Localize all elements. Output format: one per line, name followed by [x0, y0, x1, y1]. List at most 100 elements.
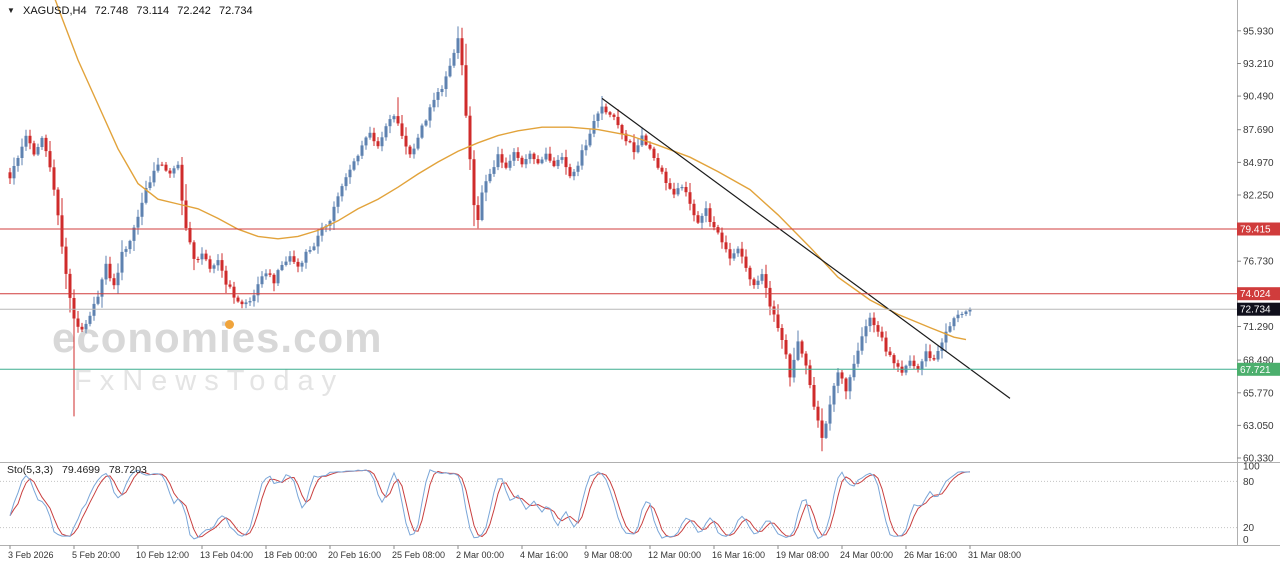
- candle-up: [680, 187, 684, 189]
- candle-down: [928, 351, 932, 358]
- time-axis-label: 5 Feb 20:00: [72, 550, 120, 560]
- trend-line[interactable]: [601, 97, 1011, 399]
- candle-up: [756, 280, 760, 285]
- watermark: economies.com FxNewsToday: [52, 314, 382, 398]
- candle-down: [72, 298, 76, 319]
- candle-down: [932, 358, 936, 360]
- brand-dot-icon: [225, 320, 234, 329]
- candle-down: [772, 306, 776, 315]
- candle-up: [444, 76, 448, 89]
- resistance-price-badge-text: 79.415: [1240, 225, 1271, 236]
- candle-up: [256, 284, 260, 296]
- candle-down: [404, 135, 408, 147]
- candle-down: [652, 148, 656, 158]
- candle-up: [20, 146, 24, 158]
- candle-up: [480, 192, 484, 220]
- candle-up: [572, 171, 576, 177]
- candle-up: [440, 89, 444, 92]
- candle-up: [40, 137, 44, 147]
- candle-up: [968, 309, 972, 312]
- candle-down: [620, 125, 624, 134]
- candle-up: [508, 160, 512, 168]
- price-tick-label: 95.930: [1243, 26, 1274, 37]
- candle-down: [688, 192, 692, 204]
- candle-up: [124, 249, 128, 252]
- stochastic-legend: Sto(5,3,3) 79.4699 78.7203: [7, 464, 153, 476]
- candle-down: [564, 157, 568, 168]
- candle-up: [260, 276, 264, 285]
- candle-down: [696, 215, 700, 223]
- candle-down: [396, 116, 400, 124]
- candle-down: [876, 325, 880, 332]
- candle-up: [704, 208, 708, 216]
- candle-up: [364, 137, 368, 146]
- candle-up: [600, 106, 604, 114]
- candle-up: [212, 265, 216, 269]
- candle-up: [36, 147, 40, 155]
- candle-up: [636, 145, 640, 153]
- stochastic-panel[interactable]: [9, 469, 971, 540]
- candle-up: [828, 404, 832, 424]
- candle-up: [280, 265, 284, 271]
- candle-down: [60, 215, 64, 247]
- time-axis-label: 24 Mar 00:00: [840, 550, 893, 560]
- candle-down: [764, 274, 768, 288]
- candle-up: [760, 274, 764, 281]
- candle-up: [540, 159, 544, 164]
- candle-down: [532, 153, 536, 160]
- time-axis-label: 4 Mar 16:00: [520, 550, 568, 560]
- price-tick-label: 60.330: [1243, 454, 1274, 465]
- candle-up: [248, 301, 252, 303]
- price-tick-label: 71.290: [1243, 322, 1274, 333]
- candle-down: [668, 183, 672, 189]
- candle-down: [784, 340, 788, 355]
- candle-down: [744, 256, 748, 268]
- candle-up: [340, 186, 344, 197]
- candle-down: [468, 115, 472, 160]
- time-axis-label: 2 Mar 00:00: [456, 550, 504, 560]
- time-axis-label: 10 Feb 12:00: [136, 550, 189, 560]
- candle-up: [920, 361, 924, 370]
- stoch-signal-line: [9, 469, 971, 538]
- candle-up: [96, 296, 100, 304]
- stoch-level-label: 0: [1243, 535, 1249, 546]
- candle-down: [660, 167, 664, 172]
- symbol-timeframe-label: XAGUSD,H4: [22, 5, 87, 17]
- candle-up: [216, 260, 220, 266]
- candle-up: [944, 331, 948, 343]
- candle-down: [808, 365, 812, 385]
- candle-down: [880, 331, 884, 338]
- price-tick-label: 93.210: [1243, 59, 1274, 70]
- candle-down: [292, 256, 296, 262]
- candle-up: [436, 92, 440, 100]
- candle-up: [956, 314, 960, 319]
- time-axis-label: 19 Mar 08:00: [776, 550, 829, 560]
- candle-up: [452, 52, 456, 66]
- time-axis-label: 25 Feb 08:00: [392, 550, 445, 560]
- stochastic-d-value: 78.7203: [108, 464, 147, 476]
- candle-up: [488, 173, 492, 182]
- candle-up: [344, 177, 348, 187]
- candle-down: [648, 144, 652, 149]
- price-tick-label: 87.690: [1243, 125, 1274, 136]
- candle-down: [912, 360, 916, 367]
- candle-up: [380, 137, 384, 147]
- candle-up: [312, 246, 316, 250]
- candle-down: [56, 189, 60, 216]
- candle-up: [580, 150, 584, 166]
- main-plot-area[interactable]: [8, 0, 1011, 452]
- candle-down: [884, 337, 888, 352]
- candle-down: [748, 267, 752, 280]
- candle-down: [52, 167, 56, 190]
- candle-up: [584, 145, 588, 151]
- candle-down: [48, 151, 52, 168]
- candle-down: [8, 172, 12, 179]
- candle-up: [836, 372, 840, 386]
- candle-down: [548, 153, 552, 161]
- candle-down: [28, 135, 32, 144]
- candle-up: [596, 113, 600, 121]
- candle-down: [32, 143, 36, 155]
- candle-down: [80, 326, 84, 330]
- candle-down: [612, 114, 616, 117]
